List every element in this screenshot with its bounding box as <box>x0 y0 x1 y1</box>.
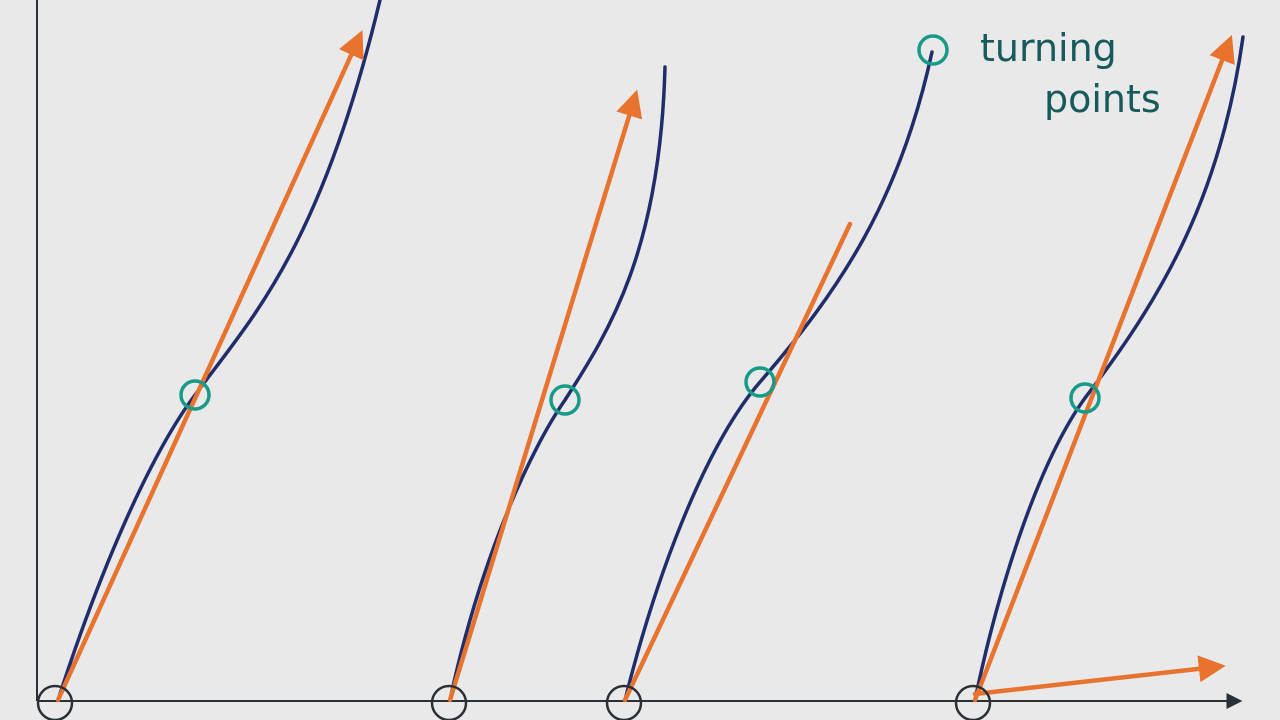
legend-label: turning <box>980 26 1117 70</box>
turning-point-markers <box>179 366 1101 416</box>
origin-markers <box>36 684 992 720</box>
curve <box>623 50 934 702</box>
curve <box>448 65 667 702</box>
tangent-arrow <box>972 655 1226 697</box>
curve <box>973 35 1245 702</box>
tangent-arrow <box>55 30 364 703</box>
origin-circle <box>36 684 74 720</box>
legend-label: points <box>1044 77 1161 121</box>
origin-circle <box>954 684 992 720</box>
turning-point <box>1069 382 1101 414</box>
turning-point <box>744 366 776 398</box>
legend: turning points <box>917 26 1161 121</box>
origin-circle <box>430 684 468 720</box>
origin-circle <box>605 684 643 720</box>
legend-marker <box>917 34 949 66</box>
turning-point <box>549 384 581 416</box>
turning-point <box>179 379 211 411</box>
tangent-arrow <box>972 34 1235 703</box>
curves <box>55 0 1245 703</box>
tangent-arrow <box>447 89 643 703</box>
tangent-line <box>622 221 853 703</box>
